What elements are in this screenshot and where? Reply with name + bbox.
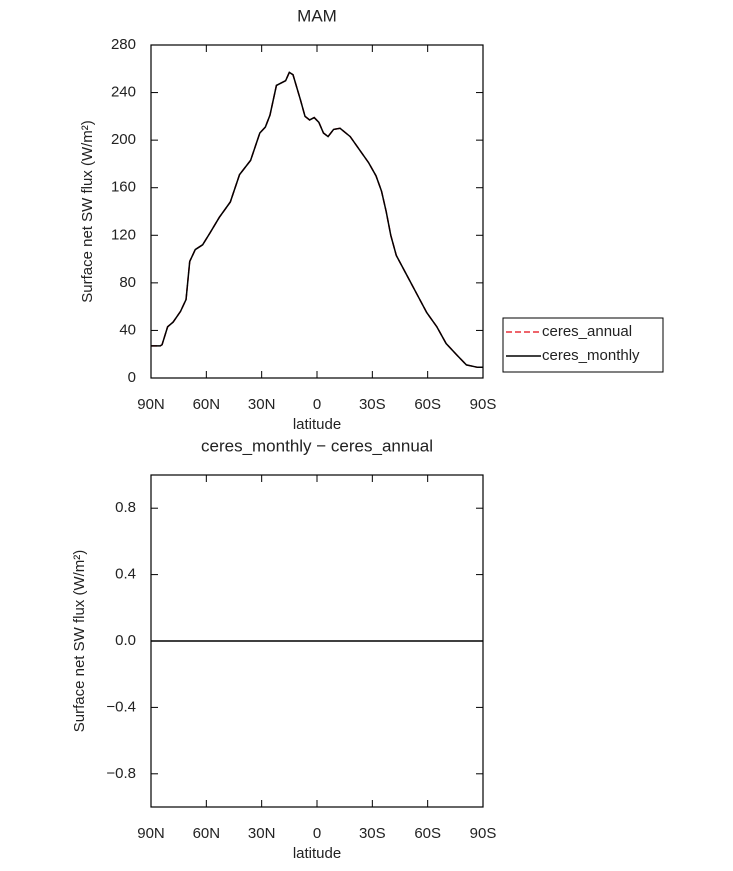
legend-label: ceres_annual: [542, 323, 632, 340]
chart-title: ceres_monthly − ceres_annual: [201, 436, 433, 455]
y-axis-label: Surface net SW flux (W/m²): [79, 120, 96, 303]
x-tick-label: 90N: [137, 396, 165, 413]
y-tick-label: 80: [119, 274, 136, 291]
y-tick-label: −0.8: [106, 765, 136, 782]
x-tick-label: 30S: [359, 825, 386, 842]
x-tick-label: 60S: [414, 825, 441, 842]
y-tick-label: 0: [128, 369, 136, 386]
y-tick-label: 0.0: [115, 632, 136, 649]
legend-box: [502, 317, 664, 373]
chart-title: MAM: [297, 6, 337, 25]
x-axis-label: latitude: [293, 845, 341, 862]
x-tick-label: 30N: [248, 825, 276, 842]
x-tick-label: 30S: [359, 396, 386, 413]
x-axis-label: latitude: [293, 416, 341, 433]
y-tick-label: 120: [111, 226, 136, 243]
line-series: [151, 71, 483, 369]
y-tick-label: 0.4: [115, 566, 136, 583]
x-tick-label: 0: [313, 825, 321, 842]
y-axis-label: Surface net SW flux (W/m²): [71, 550, 88, 733]
plot-frame: [150, 474, 484, 808]
plot-frame: [150, 44, 484, 379]
line-series: [151, 71, 483, 369]
legend-label: ceres_monthly: [542, 347, 640, 364]
y-tick-label: 240: [111, 84, 136, 101]
y-tick-label: 160: [111, 179, 136, 196]
x-tick-label: 30N: [248, 396, 276, 413]
x-tick-label: 60S: [414, 396, 441, 413]
x-tick-label: 90S: [470, 396, 497, 413]
y-tick-label: 200: [111, 131, 136, 148]
y-tick-label: −0.4: [106, 698, 136, 715]
x-tick-label: 60N: [193, 396, 221, 413]
x-tick-label: 90N: [137, 825, 165, 842]
x-tick-label: 0: [313, 396, 321, 413]
y-tick-label: 0.8: [115, 499, 136, 516]
x-tick-label: 90S: [470, 825, 497, 842]
x-tick-label: 60N: [193, 825, 221, 842]
y-tick-label: 280: [111, 36, 136, 53]
y-tick-label: 40: [119, 321, 136, 338]
